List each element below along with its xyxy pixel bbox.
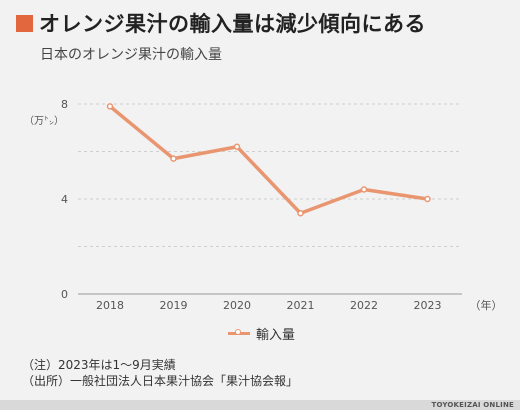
grid-lines bbox=[78, 103, 462, 247]
brand-logo: TOYOKEIZAI ONLINE bbox=[431, 401, 514, 409]
chart-title: オレンジ果汁の輸入量は減少傾向にある bbox=[39, 12, 426, 36]
title-marker-icon bbox=[16, 14, 33, 32]
series-layer bbox=[106, 103, 431, 217]
legend: 輸入量 bbox=[228, 324, 295, 343]
x-tick-label: 2019 bbox=[160, 299, 188, 312]
data-point bbox=[106, 103, 114, 110]
chart-header: オレンジ果汁の輸入量は減少傾向にある bbox=[16, 8, 426, 38]
y-tick-label: 0 bbox=[61, 288, 68, 301]
x-tick-label: 2020 bbox=[223, 299, 251, 312]
data-point bbox=[424, 195, 431, 203]
series-line bbox=[108, 104, 430, 215]
footer-bar: TOYOKEIZAI ONLINE bbox=[0, 400, 520, 410]
y-axis-unit: （万㌧） bbox=[24, 115, 64, 127]
footnotes: （注）2023年は1～9月実績 （出所）一般社団法人日本果汁協会「果汁協会報」 bbox=[22, 357, 298, 389]
legend-swatch bbox=[228, 329, 250, 335]
chart-subtitle: 日本のオレンジ果汁の輸入量 bbox=[40, 47, 222, 63]
x-tick-label: 2022 bbox=[350, 299, 378, 312]
y-tick-label: 8 bbox=[61, 98, 68, 111]
data-point bbox=[170, 155, 177, 162]
x-tick-label: 2021 bbox=[287, 299, 315, 312]
note-line: （注）2023年は1～9月実績 bbox=[22, 358, 176, 372]
source-line: （出所）一般社団法人日本果汁協会「果汁協会報」 bbox=[22, 374, 299, 388]
y-tick-label: 4 bbox=[61, 193, 68, 206]
x-axis-unit: （年） bbox=[470, 298, 503, 312]
data-point bbox=[360, 186, 368, 193]
data-point bbox=[297, 210, 304, 217]
data-point bbox=[233, 143, 241, 150]
x-tick-label: 2023 bbox=[414, 299, 442, 312]
x-tick-label: 2018 bbox=[96, 299, 124, 312]
legend-label: 輸入量 bbox=[256, 328, 296, 343]
tick-labels: 0 4 8 （万㌧） 2018 2019 2020 2021 2022 2023 （年） bbox=[24, 98, 503, 312]
